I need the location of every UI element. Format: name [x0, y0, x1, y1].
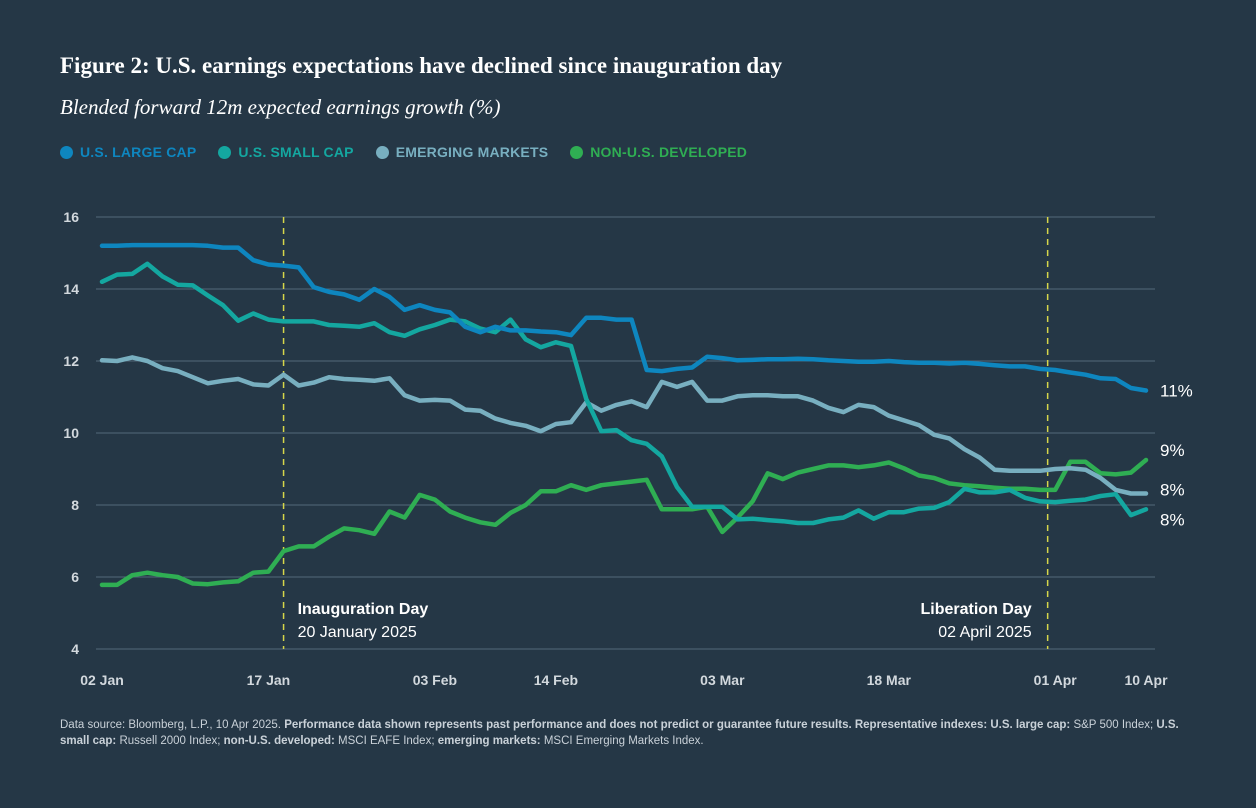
legend-label-large-cap: U.S. LARGE CAP — [80, 144, 197, 160]
x-tick-label: 14 Feb — [534, 672, 578, 688]
annotation-date: 02 April 2025 — [938, 624, 1032, 641]
x-tick-label: 03 Feb — [413, 672, 457, 688]
chart-subtitle: Blended forward 12m expected earnings gr… — [60, 95, 501, 119]
footnote: Data source: Bloomberg, L.P., 10 Apr 202… — [60, 717, 1210, 749]
end-value-label: 9% — [1160, 441, 1185, 460]
legend-label-emerging-markets: EMERGING MARKETS — [395, 144, 549, 160]
y-tick-label: 10 — [63, 425, 79, 441]
y-tick-label: 8 — [71, 497, 79, 513]
x-tick-label: 03 Mar — [700, 672, 745, 688]
annotation-date: 20 January 2025 — [298, 624, 417, 641]
footnote-source: Data source: Bloomberg, L.P., 10 Apr 202… — [60, 719, 285, 731]
y-tick-label: 16 — [63, 209, 79, 225]
footnote-developed-index: MSCI EAFE Index; — [334, 735, 438, 747]
series-line-u-s-small-cap — [99, 261, 1149, 526]
footnote-em-index: MSCI Emerging Markets Index. — [540, 735, 704, 747]
footnote-small-cap-label: U.S. small cap: — [60, 719, 1179, 747]
x-tick-label: 01 Apr — [1034, 672, 1078, 688]
footnote-em-label: emerging markets: — [437, 735, 541, 747]
legend-label-small-cap: U.S. SMALL CAP — [238, 144, 354, 160]
annotation-title: Inauguration Day — [298, 601, 429, 618]
chart-title: Figure 2: U.S. earnings expectations hav… — [60, 53, 783, 78]
line-chart: 4 6 8 10 12 14 16 02 Jan 17 Jan 03 Feb 14 Feb 03 Ma… — [63, 209, 1193, 688]
legend-item-non-us-developed: NON-U.S. DEVELOPED — [570, 144, 747, 160]
series-line-u-s-large-cap — [99, 242, 1149, 393]
end-value-label: 11% — [1160, 382, 1193, 401]
series-line-non-u-s-developed — [99, 457, 1149, 588]
annotation-title: Liberation Day — [921, 601, 1032, 618]
x-tick-label: 02 Jan — [80, 672, 124, 688]
y-tick-label: 14 — [63, 281, 79, 297]
footnote-large-cap-index: S&P 500 Index; — [1070, 719, 1157, 731]
end-value-label: 8% — [1160, 510, 1185, 529]
footnote-small-cap-index: Russell 2000 Index; — [116, 735, 224, 747]
y-tick-label: 6 — [71, 569, 79, 585]
end-value-label: 8% — [1160, 480, 1185, 499]
x-tick-label: 18 Mar — [867, 672, 912, 688]
x-tick-label: 10 Apr — [1124, 672, 1168, 688]
legend-item-large-cap: U.S. LARGE CAP — [60, 144, 196, 160]
footnote-performance: Performance data shown represents past p… — [284, 719, 1071, 731]
y-tick-label: 12 — [63, 353, 79, 369]
legend: U.S. LARGE CAP U.S. SMALL CAP EMERGING M… — [60, 144, 769, 160]
legend-item-emerging-markets: EMERGING MARKETS — [375, 144, 549, 160]
y-tick-label: 4 — [71, 641, 79, 657]
legend-label-non-us-developed: NON-U.S. DEVELOPED — [590, 144, 748, 160]
series-line-emerging-markets — [99, 355, 1149, 496]
x-tick-label: 17 Jan — [247, 672, 291, 688]
legend-swatch-emerging-markets — [375, 145, 389, 159]
legend-swatch-large-cap — [60, 145, 73, 159]
legend-swatch-small-cap — [218, 145, 232, 159]
legend-swatch-non-us-developed — [570, 145, 584, 159]
legend-item-small-cap: U.S. SMALL CAP — [218, 144, 354, 160]
footnote-developed-label: non-U.S. developed: — [223, 735, 335, 747]
